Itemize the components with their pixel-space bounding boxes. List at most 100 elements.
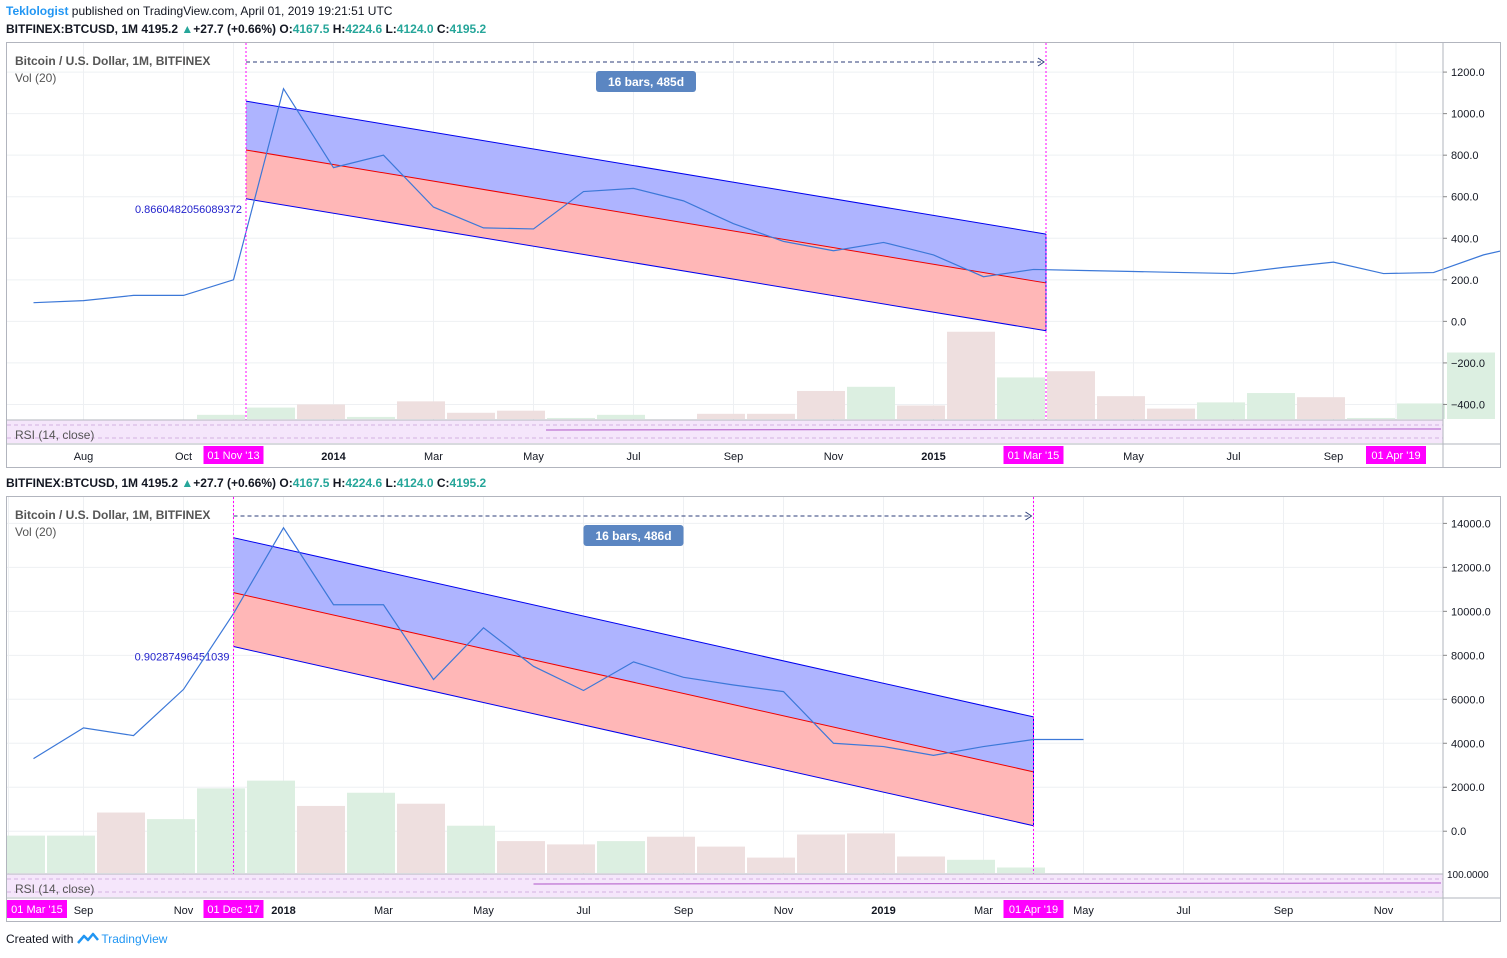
volume-bar [797,390,845,419]
date-badge-label: 01 Nov '13 [207,450,259,462]
author-link[interactable]: Teklologist [6,4,69,18]
chart2-close: 4195.2 [449,476,487,490]
x-tick-label: Nov [774,905,794,917]
y-tick-label: 6000.0 [1451,694,1485,706]
regression-value: 0.90287496451039 [135,652,230,664]
x-tick-label: May [1123,451,1144,463]
chart1-low-label: L: [385,22,397,36]
price-line [33,87,1507,304]
rsi-line [533,882,1442,885]
channel-mid-line [233,592,1034,773]
chart2-high-label: H: [332,476,346,490]
volume-bar [197,414,245,419]
x-tick-label: Jul [626,451,640,463]
volume-bar [247,407,295,419]
x-tick-label: May [473,905,494,917]
chart1-change: +27.7 (+0.66%) [193,22,277,36]
x-tick-label: Oct [175,451,192,463]
y-tick-label: 1200.0 [1451,67,1485,79]
x-tick-label: 2018 [271,905,295,917]
chart2-low: 4124.0 [396,476,434,490]
chart2-last: 4195.2 [141,476,179,490]
date-badge-label: 01 Apr '19 [1371,450,1420,462]
date-badge [1003,900,1064,918]
volume-bar [347,416,395,419]
chart1-high-label: H: [332,22,346,36]
x-tick-label: Nov [1374,905,1394,917]
date-badge [203,900,264,918]
x-tick-label: Jul [1226,451,1240,463]
date-badge [7,900,67,918]
chart2-panel[interactable]: 0.90287496451039 16 bars, 486d Bitcoin / U… [0,496,1501,922]
volume-bar [1397,403,1445,419]
channel-upper-fill [233,537,1034,772]
chart2-svg[interactable]: 0.90287496451039 16 bars, 486d Bitcoin / U… [0,497,1500,921]
volume-bar [47,835,95,873]
volume-bar [97,812,145,873]
date-badge-label: 01 Mar '15 [11,904,63,916]
chart1-panel[interactable]: 0.8660482056089372 16 bars, 485d Bitcoin /… [6,42,1507,468]
chart2-high: 4224.6 [345,476,383,490]
volume-bar [697,846,745,873]
volume-bar [197,788,245,873]
x-tick-label: May [1073,905,1094,917]
channel-upper-line [233,537,1034,718]
rsi-band [7,874,1443,897]
chart1-header: BITFINEX:BTCUSD, 1M 4195.2 ▲+27.7 (+0.66… [6,22,486,36]
channel-lower-fill [246,149,1046,331]
x-tick-label: 2019 [871,905,895,917]
volume-bar [897,856,945,873]
x-tick-label: Nov [824,451,844,463]
measure-badge [583,525,684,546]
y-tick-label: 2000.0 [1451,782,1485,794]
volume-bar [947,331,995,419]
chart1-symbol: BITFINEX:BTCUSD, 1M [6,22,138,36]
volume-bar [447,412,495,419]
x-tick-label: Sep [674,905,694,917]
x-tick-label: May [523,451,544,463]
rsi-tick-label: 100.0000 [1447,870,1489,881]
y-tick-label: 400.0 [1451,233,1479,245]
regression-value: 0.8660482056089372 [135,204,242,216]
y-tick-label: 600.0 [1451,192,1479,204]
volume-bar [647,836,695,873]
chart1-open: 4167.5 [292,22,330,36]
volume-bar [597,414,645,419]
y-tick-label: 0.0 [1451,826,1466,838]
channel-lower-fill [233,592,1034,826]
volume-bar [847,386,895,419]
channel-lower-line [245,198,1047,332]
y-tick-label: 10000.0 [1451,606,1491,618]
y-tick-label: 12000.0 [1451,562,1491,574]
volume-bar [297,805,345,873]
date-badge-label: 01 Apr '19 [1009,904,1058,916]
rsi-label: RSI (14, close) [15,428,94,442]
footer: Created with TradingView [6,932,167,946]
x-tick-label: 2015 [921,451,945,463]
volume-bar [497,410,545,419]
created-with-text: Created with [6,932,74,946]
volume-bar [1097,396,1145,419]
rsi-band [7,420,1443,443]
measure-arrow-head-icon [1037,57,1045,67]
tradingview-brand[interactable]: TradingView [101,932,168,946]
chart2-open: 4167.5 [292,476,330,490]
volume-bar [1147,408,1195,419]
publish-info: published on TradingView.com, April 01, … [68,4,393,18]
price-line [33,526,1084,760]
date-badge-label: 01 Dec '17 [207,904,259,916]
chart1-svg[interactable]: 0.8660482056089372 16 bars, 485d Bitcoin /… [7,43,1507,467]
chart-title: Bitcoin / U.S. Dollar, 1M, BITFINEX [15,54,210,68]
chart2-change: +27.7 (+0.66%) [193,476,277,490]
chart1-high: 4224.6 [345,22,383,36]
chart2-low-label: L: [385,476,397,490]
volume-bar [797,834,845,873]
volume-bar [0,835,45,873]
chart1-close: 4195.2 [449,22,487,36]
volume-bar [847,833,895,873]
y-tick-label: 4000.0 [1451,738,1485,750]
volume-bar [547,417,595,419]
volume-bar [347,792,395,873]
x-tick-label: Jul [576,905,590,917]
volume-bar [447,825,495,873]
